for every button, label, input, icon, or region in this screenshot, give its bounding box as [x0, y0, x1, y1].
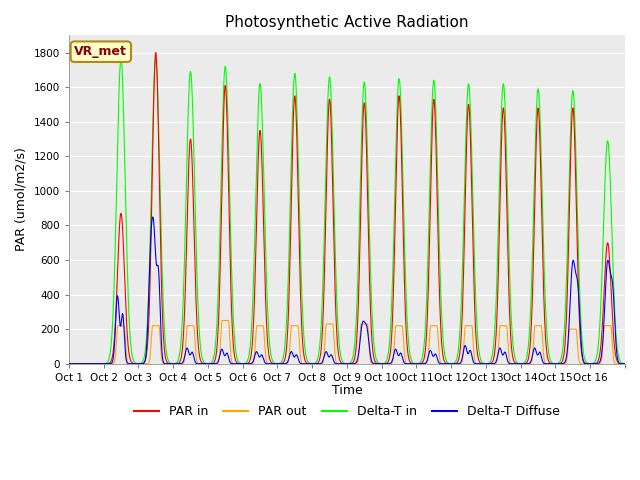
- Y-axis label: PAR (umol/m2/s): PAR (umol/m2/s): [15, 147, 28, 252]
- Title: Photosynthetic Active Radiation: Photosynthetic Active Radiation: [225, 15, 468, 30]
- X-axis label: Time: Time: [332, 384, 362, 397]
- Text: VR_met: VR_met: [74, 45, 127, 58]
- Legend: PAR in, PAR out, Delta-T in, Delta-T Diffuse: PAR in, PAR out, Delta-T in, Delta-T Dif…: [129, 400, 564, 423]
